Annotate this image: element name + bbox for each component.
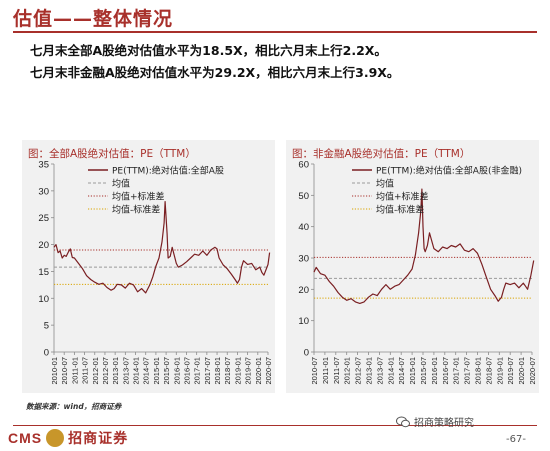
wechat-icon [396, 416, 410, 427]
y-tick-label: 10 [38, 294, 49, 305]
x-tick-label: 2020-07 [264, 357, 273, 385]
legend-label: PE(TTM):绝对估值:全部A股(非金融) [376, 165, 522, 177]
x-tick-label: 2014-07 [397, 357, 406, 385]
chart-panel-all-a: 图：全部A股绝对估值：PE（TTM） 0 5 10 15 20 25 30 35 2010-01… [22, 140, 275, 393]
pe-series-line [313, 188, 535, 304]
summary-all-a: 七月末全部A股绝对估值水平为18.5X，相比六月末上行2.2X。 [30, 43, 387, 58]
x-tick-label: 2014-01 [132, 357, 141, 385]
y-tick-label: 10 [298, 316, 309, 327]
x-tick-label: 2017-07 [203, 357, 212, 385]
y-tick-label: 30 [298, 254, 309, 265]
x-tick-label: 2020-07 [528, 357, 537, 385]
x-tick-label: 2012-07 [354, 357, 363, 385]
legend-label: 均值-标准差 [376, 204, 424, 216]
y-tick-label: 15 [38, 267, 49, 278]
x-tick-label: 2018-07 [223, 357, 232, 385]
x-tick-label: 2010-01 [50, 357, 59, 385]
x-tick-label: 2020-01 [517, 357, 526, 385]
x-tick-label: 2013-07 [121, 357, 130, 385]
x-tick-label: 2016-01 [430, 357, 439, 385]
x-tick-label: 2020-01 [254, 357, 263, 385]
company-logo: CMS 招商证券 [8, 428, 128, 448]
y-tick-label: 35 [38, 160, 49, 171]
x-tick-label: 2015-01 [408, 357, 417, 385]
legend-label: 均值-标准差 [112, 204, 160, 216]
y-tick-label: 25 [38, 213, 49, 224]
footer-divider [13, 425, 537, 426]
x-tick-label: 2011-07 [81, 357, 90, 384]
legend-label: 均值+标准差 [112, 191, 165, 203]
x-tick-label: 2015-07 [419, 357, 428, 385]
legend-label: 均值 [112, 178, 130, 190]
page-number: -67- [506, 434, 526, 445]
chart-title: 图：全部A股绝对估值：PE（TTM） [28, 148, 196, 160]
y-tick-label: 20 [298, 285, 309, 296]
x-tick-label: 2018-01 [474, 357, 483, 385]
x-tick-label: 2010-07 [60, 357, 69, 385]
y-tick-label: 5 [44, 321, 49, 332]
x-tick-label: 2016-07 [182, 357, 191, 385]
chart-panel-non-financial: 图：非金融A股绝对估值：PE（TTM） 0 10 20 30 40 50 60 2010-07… [286, 140, 539, 393]
x-tick-label: 2013-01 [111, 357, 120, 385]
y-tick-label: 40 [298, 222, 309, 233]
x-tick-label: 2015-07 [162, 357, 171, 385]
x-tick-label: 2015-01 [152, 357, 161, 385]
summary-non-financial: 七月末非金融A股绝对估值水平为29.2X，相比六月末上行3.9X。 [30, 65, 400, 80]
x-tick-label: 2013-07 [375, 357, 384, 385]
y-tick-label: 50 [298, 191, 309, 202]
x-tick-label: 2012-07 [101, 357, 110, 385]
x-tick-label: 2013-01 [365, 357, 374, 385]
x-tick-label: 2012-01 [343, 357, 352, 385]
y-tick-label: 0 [304, 348, 309, 359]
x-tick-label: 2014-01 [386, 357, 395, 385]
y-tick-label: 0 [44, 348, 49, 359]
x-tick-label: 2019-01 [233, 357, 242, 385]
page-title: 估值——整体情况 [13, 8, 174, 30]
x-tick-label: 2019-07 [506, 357, 515, 385]
x-tick-label: 2014-07 [142, 357, 151, 385]
legend-label: 均值+标准差 [376, 191, 429, 203]
x-tick-label: 2010-07 [310, 357, 319, 385]
legend-label: 均值 [376, 178, 394, 190]
wechat-account-name: 招商策略研究 [414, 418, 474, 429]
title-divider [13, 31, 537, 33]
company-name: 招商证券 [68, 431, 129, 447]
y-tick-label: 60 [298, 160, 309, 171]
x-tick-label: 2017-07 [463, 357, 472, 385]
x-tick-label: 2017-01 [452, 357, 461, 385]
x-tick-label: 2012-01 [91, 357, 100, 385]
x-tick-label: 2018-07 [484, 357, 493, 385]
x-tick-label: 2017-01 [193, 357, 202, 385]
pe-chart-all-a: 0 5 10 15 20 25 30 35 2010-01 2010-07 2011-01 2011-… [38, 160, 273, 385]
x-tick-label: 2016-01 [172, 357, 181, 385]
data-source-note: 数据来源：wind，招商证券 [26, 402, 122, 411]
x-tick-label: 2019-07 [244, 357, 253, 385]
legend-label: PE(TTM):绝对估值:全部A股 [112, 165, 224, 177]
y-tick-label: 20 [38, 240, 49, 251]
wechat-account: 招商策略研究 [396, 414, 474, 429]
logo-badge-icon [46, 429, 65, 447]
x-tick-label: 2016-07 [441, 357, 450, 385]
pe-series-line [53, 200, 271, 294]
chart-title: 图：非金融A股绝对估值：PE（TTM） [292, 148, 471, 160]
y-tick-label: 30 [38, 186, 49, 197]
x-tick-label: 2011-07 [332, 357, 341, 384]
x-tick-label: 2018-01 [213, 357, 222, 385]
x-tick-label: 2011-01 [70, 357, 79, 384]
x-tick-label: 2011-01 [321, 357, 330, 384]
logo-text: CMS [8, 430, 43, 446]
x-tick-label: 2019-01 [495, 357, 504, 385]
